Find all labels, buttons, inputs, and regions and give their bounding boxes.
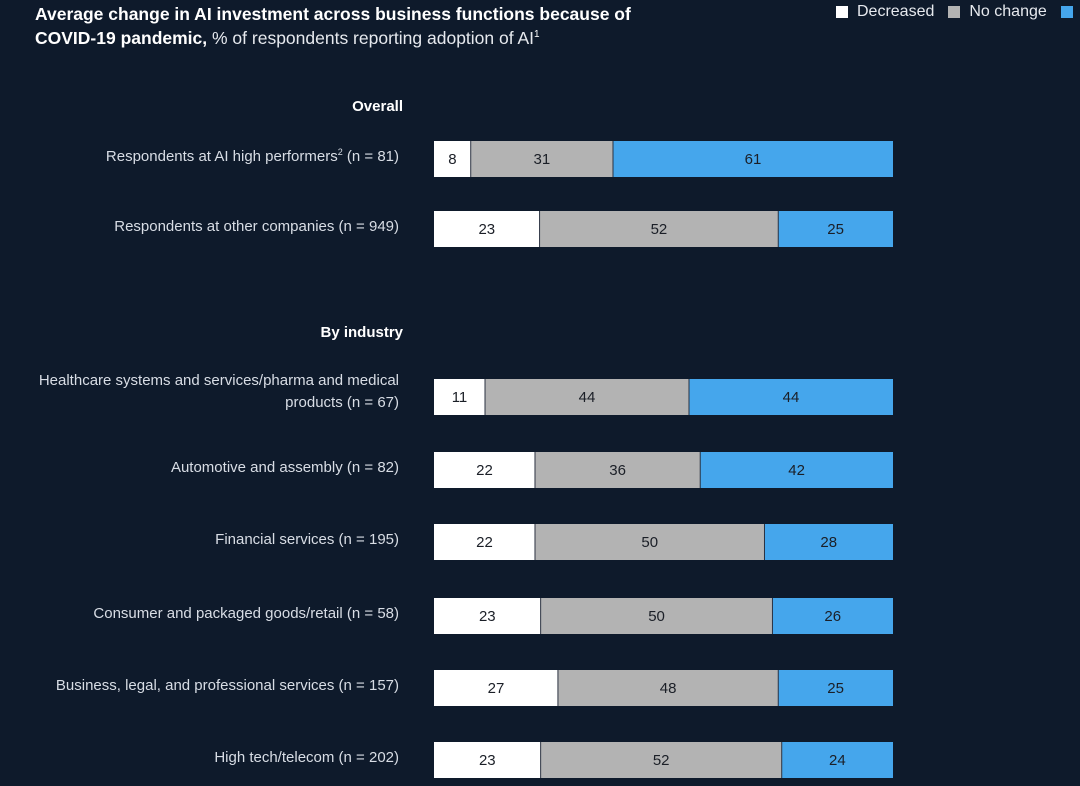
legend-swatch-increased [1060, 6, 1073, 18]
bar-segment-decreased [434, 379, 485, 415]
bar-segment-no-change [470, 141, 614, 177]
row-label-n: (n = 82) [342, 459, 399, 476]
bar-segment-no-change [534, 524, 765, 560]
row-label-footnote: 2 [337, 147, 343, 157]
legend-item-no-change: No change [948, 3, 1047, 21]
legend-label-decreased: Decreased [857, 3, 935, 20]
data-label-decreased: 23 [479, 608, 496, 625]
row-label-text: Financial services [215, 531, 335, 548]
data-label-no-change: 52 [651, 221, 668, 238]
row-label: Automotive and assembly (n = 82) [19, 457, 399, 479]
chart-title-subtitle: % of respondents reporting adoption of A… [207, 28, 535, 48]
row-label-text: High tech/telecom [214, 749, 335, 766]
legend-label-no-change: No change [969, 3, 1047, 20]
section-heading-by-industry: By industry [320, 324, 403, 341]
row-label: Healthcare systems and services/pharma a… [19, 370, 399, 414]
legend-swatch-no-change [948, 6, 961, 18]
bar-segment-no-change [557, 670, 779, 706]
data-label-increased: 25 [827, 680, 844, 697]
bar-segment-no-change [540, 598, 773, 634]
section-heading-overall: Overall [352, 98, 403, 115]
bar-segment-increased [778, 211, 893, 247]
data-label-no-change: 50 [641, 534, 658, 551]
data-label-increased: 42 [788, 462, 805, 479]
bar-segment-increased [764, 524, 893, 560]
data-label-increased: 26 [824, 608, 841, 625]
bar-segment-increased [781, 742, 893, 778]
data-label-decreased: 27 [488, 680, 505, 697]
row-label-n: (n = 157) [334, 677, 399, 694]
row-label: Consumer and packaged goods/retail (n = … [19, 603, 399, 625]
data-label-no-change: 31 [534, 151, 551, 168]
legend: Decreased No change [836, 3, 1080, 21]
row-label-text: Business, legal, and professional servic… [55, 677, 335, 694]
bar-segment-no-change [539, 211, 779, 247]
chart-title-footnote: 1 [534, 29, 540, 40]
bar-segment-increased [772, 598, 893, 634]
bar-segment-decreased [434, 742, 541, 778]
bar-segment-no-change [540, 742, 782, 778]
bar-segment-no-change [485, 379, 689, 415]
row-label-n: (n = 58) [342, 605, 399, 622]
bar-segment-decreased [434, 141, 471, 177]
bar-segment-increased [689, 379, 893, 415]
data-label-no-change: 48 [660, 680, 677, 697]
chart-title-bold: Average change in AI investment across b… [35, 4, 631, 48]
bar-segment-no-change [534, 452, 701, 488]
data-label-decreased: 23 [478, 221, 495, 238]
bar-segment-decreased [434, 452, 535, 488]
data-label-no-change: 52 [653, 752, 670, 769]
row-label-n: (n = 195) [334, 531, 399, 548]
row-label: Respondents at other companies (n = 949) [19, 216, 399, 238]
bar-segment-increased [613, 141, 893, 177]
row-label: Financial services (n = 195) [19, 529, 399, 551]
row-label-n: (n = 67) [342, 394, 399, 411]
data-label-increased: 25 [827, 221, 844, 238]
chart-title: Average change in AI investment across b… [35, 2, 675, 50]
row-label-text: Respondents at other companies [114, 218, 335, 235]
row-label-text: Automotive and assembly [170, 459, 343, 476]
row-label-n: (n = 949) [334, 218, 399, 235]
bar-segment-decreased [434, 524, 535, 560]
data-label-increased: 61 [745, 151, 762, 168]
row-label: Respondents at AI high performers2 (n = … [19, 146, 399, 168]
data-label-increased: 44 [783, 389, 800, 406]
data-label-no-change: 36 [609, 462, 626, 479]
bar-segment-decreased [434, 211, 540, 247]
row-label-text: Consumer and packaged goods/retail [93, 605, 343, 622]
row-label-n: (n = 202) [334, 749, 399, 766]
bar-segment-increased [778, 670, 893, 706]
data-label-no-change: 50 [648, 608, 665, 625]
data-label-increased: 24 [829, 752, 846, 769]
data-label-decreased: 11 [452, 389, 468, 406]
row-label: Business, legal, and professional servic… [19, 675, 399, 697]
row-label-text: Respondents at AI high performers [105, 148, 338, 165]
data-label-decreased: 22 [476, 534, 493, 551]
legend-item-decreased: Decreased [836, 3, 934, 21]
bar-segment-decreased [434, 670, 558, 706]
legend-item-increased [1060, 6, 1080, 18]
data-label-decreased: 22 [476, 462, 493, 479]
bar-segment-decreased [434, 598, 541, 634]
data-label-increased: 28 [820, 534, 837, 551]
row-label-text: Healthcare systems and services/pharma a… [38, 372, 399, 411]
data-label-decreased: 8 [448, 151, 456, 168]
row-label: High tech/telecom (n = 202) [19, 747, 399, 769]
data-label-decreased: 23 [479, 752, 496, 769]
row-label-n: (n = 81) [342, 148, 399, 165]
bar-segment-increased [700, 452, 893, 488]
legend-swatch-decreased [836, 6, 848, 18]
data-label-no-change: 44 [579, 389, 596, 406]
